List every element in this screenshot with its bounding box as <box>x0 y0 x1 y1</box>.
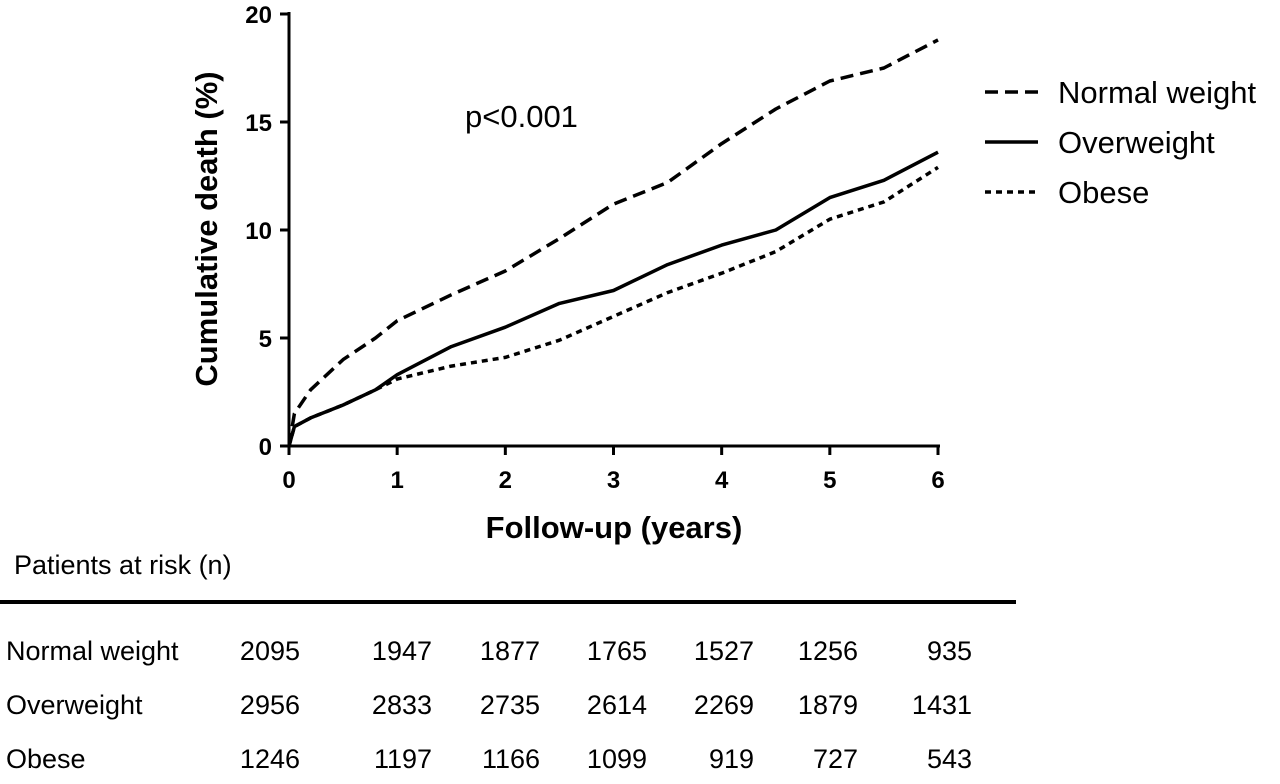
x-tick-label: 3 <box>607 467 620 494</box>
y-axis-title: Cumulative death (%) <box>189 71 224 386</box>
risk-cell: 2956 <box>239 690 300 720</box>
risk-cell: 543 <box>926 744 972 774</box>
risk-cell: 1765 <box>586 636 647 666</box>
risk-cell: 1527 <box>693 636 754 666</box>
risk-cell: 935 <box>926 636 972 666</box>
risk-row-label: Obese <box>6 744 86 774</box>
x-tick-label: 1 <box>390 467 403 494</box>
legend: Normal weight Overweight Obese <box>985 75 1257 210</box>
x-tick-label: 5 <box>823 467 836 494</box>
series-lines <box>287 38 939 447</box>
risk-row: Overweight 2956 2833 2735 2614 2269 1879 1431 <box>0 690 1280 730</box>
x-axis-title: Follow-up (years) <box>486 510 743 545</box>
series-line-overweight <box>287 150 939 447</box>
risk-cell: 1256 <box>797 636 858 666</box>
risk-cell: 1877 <box>479 636 540 666</box>
risk-cell: 919 <box>708 744 754 774</box>
risk-cell: 1947 <box>371 636 432 666</box>
risk-cell: 2833 <box>371 690 432 720</box>
legend-label: Normal weight <box>1058 75 1257 110</box>
y-tick-label: 15 <box>245 110 272 137</box>
y-ticks: 0 5 10 15 20 <box>245 2 289 461</box>
x-tick-label: 0 <box>282 467 295 494</box>
series-line-normal-weight <box>287 38 939 447</box>
risk-cell: 2614 <box>586 690 647 720</box>
y-tick-label: 0 <box>259 434 272 461</box>
risk-cell: 1879 <box>797 690 858 720</box>
x-tick-label: 6 <box>931 467 944 494</box>
series-line-obese <box>287 165 939 447</box>
risk-row: Normal weight 2095 1947 1877 1765 1527 1256 935 <box>0 636 1280 676</box>
risk-cell: 1166 <box>481 744 540 774</box>
x-tick-label: 4 <box>715 467 729 494</box>
risk-table: Patients at risk (n) Normal weight 2095 19… <box>0 540 1280 774</box>
risk-table-title: Patients at risk (n) <box>14 550 232 580</box>
y-tick-label: 20 <box>245 2 272 29</box>
risk-cell: 2095 <box>239 636 300 666</box>
risk-row-label: Normal weight <box>6 636 179 666</box>
risk-table-rule <box>0 600 1016 604</box>
survival-chart: 0 5 10 15 20 0 1 2 3 4 5 6 Cumulative death (%) Fo… <box>189 2 1257 545</box>
risk-cell: 1246 <box>239 744 300 774</box>
risk-row-label: Overweight <box>6 690 143 720</box>
risk-cell: 1431 <box>911 690 972 720</box>
p-value-annotation: p<0.001 <box>465 99 578 134</box>
risk-cell: 2269 <box>693 690 754 720</box>
risk-cell: 1197 <box>373 744 432 774</box>
x-tick-label: 2 <box>499 467 512 494</box>
risk-cell: 1099 <box>586 744 647 774</box>
legend-label: Overweight <box>1058 125 1215 160</box>
y-tick-label: 5 <box>259 326 272 353</box>
x-ticks: 0 1 2 3 4 5 6 <box>282 446 945 494</box>
risk-cell: 727 <box>812 744 858 774</box>
legend-label: Obese <box>1058 175 1149 210</box>
risk-row: Obese 1246 1197 1166 1099 919 727 543 <box>0 744 1280 784</box>
y-tick-label: 10 <box>245 218 272 245</box>
risk-cell: 2735 <box>479 690 540 720</box>
